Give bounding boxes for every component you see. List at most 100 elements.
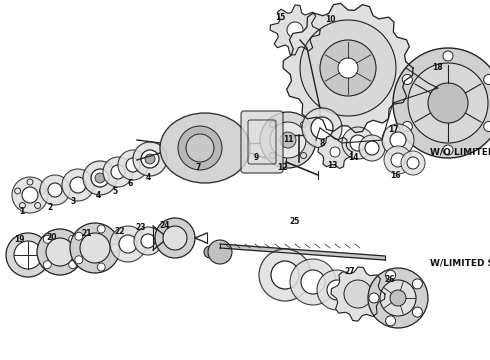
Circle shape (111, 244, 119, 252)
Circle shape (48, 183, 62, 197)
Circle shape (413, 279, 422, 289)
Circle shape (75, 232, 83, 240)
Text: 24: 24 (160, 220, 170, 230)
Text: 20: 20 (47, 233, 57, 242)
Text: 2: 2 (48, 203, 52, 212)
Circle shape (327, 280, 347, 300)
Circle shape (14, 241, 42, 269)
Circle shape (75, 256, 83, 264)
Circle shape (155, 218, 195, 258)
Circle shape (145, 154, 155, 164)
Text: 9: 9 (253, 153, 259, 162)
Text: 14: 14 (348, 153, 358, 162)
Text: 27: 27 (344, 267, 355, 276)
Circle shape (369, 293, 379, 303)
Circle shape (280, 132, 296, 148)
Circle shape (359, 135, 385, 161)
Circle shape (70, 223, 120, 273)
Circle shape (119, 235, 137, 253)
Circle shape (186, 134, 214, 162)
Circle shape (390, 290, 406, 306)
Text: 19: 19 (14, 235, 24, 244)
Circle shape (97, 225, 105, 233)
Circle shape (443, 51, 453, 61)
Text: 6: 6 (127, 180, 133, 189)
Circle shape (141, 234, 155, 248)
Circle shape (69, 261, 77, 269)
Circle shape (311, 117, 333, 139)
Circle shape (69, 235, 77, 243)
Circle shape (401, 151, 425, 175)
Circle shape (95, 173, 105, 183)
Circle shape (43, 235, 51, 243)
Circle shape (382, 124, 414, 156)
Text: 4: 4 (96, 192, 100, 201)
Text: W/O LIMITED SLIP: W/O LIMITED SLIP (430, 148, 490, 157)
Circle shape (402, 122, 412, 131)
Circle shape (301, 270, 325, 294)
Circle shape (91, 169, 109, 187)
Circle shape (368, 268, 428, 328)
Circle shape (390, 132, 406, 148)
Circle shape (484, 122, 490, 131)
Circle shape (126, 158, 140, 172)
Circle shape (270, 122, 306, 158)
Text: 21: 21 (82, 229, 92, 238)
Text: 12: 12 (277, 163, 287, 172)
Circle shape (413, 307, 422, 317)
Text: 10: 10 (325, 15, 335, 24)
Text: 7: 7 (196, 163, 201, 172)
Circle shape (350, 135, 366, 151)
Text: 26: 26 (385, 275, 395, 284)
Circle shape (97, 263, 105, 271)
Circle shape (393, 48, 490, 158)
Circle shape (259, 249, 311, 301)
Polygon shape (331, 267, 385, 321)
Circle shape (111, 165, 125, 179)
Circle shape (443, 145, 453, 155)
Circle shape (484, 75, 490, 85)
Circle shape (271, 261, 299, 289)
Circle shape (80, 233, 110, 263)
Circle shape (133, 142, 167, 176)
Circle shape (317, 270, 357, 310)
Circle shape (344, 280, 372, 308)
Circle shape (260, 112, 316, 168)
Circle shape (37, 229, 83, 275)
Circle shape (6, 233, 50, 277)
Circle shape (103, 157, 133, 187)
Circle shape (330, 147, 340, 157)
Polygon shape (220, 244, 385, 260)
Circle shape (428, 83, 468, 123)
Circle shape (408, 63, 488, 143)
Text: 17: 17 (388, 126, 398, 135)
Circle shape (386, 270, 395, 280)
Circle shape (83, 161, 117, 195)
Circle shape (40, 175, 70, 205)
Circle shape (391, 153, 405, 167)
Circle shape (178, 126, 222, 170)
Text: 3: 3 (71, 198, 75, 207)
Text: 15: 15 (275, 13, 285, 22)
Circle shape (110, 226, 146, 262)
Text: 13: 13 (327, 162, 337, 171)
Text: 11: 11 (283, 135, 293, 144)
Circle shape (70, 177, 86, 193)
Circle shape (407, 157, 419, 169)
Circle shape (43, 261, 51, 269)
Circle shape (290, 259, 336, 305)
Polygon shape (270, 5, 320, 55)
Text: 18: 18 (432, 63, 442, 72)
Circle shape (208, 240, 232, 264)
Circle shape (134, 227, 162, 255)
Circle shape (338, 58, 358, 78)
Circle shape (141, 150, 159, 168)
Text: 16: 16 (390, 171, 400, 180)
Text: 5: 5 (112, 186, 118, 195)
Circle shape (12, 177, 48, 213)
Polygon shape (318, 136, 352, 168)
Text: W/LIMITED SLIP: W/LIMITED SLIP (430, 258, 490, 267)
Circle shape (320, 40, 376, 96)
Circle shape (62, 169, 94, 201)
Circle shape (302, 108, 342, 148)
